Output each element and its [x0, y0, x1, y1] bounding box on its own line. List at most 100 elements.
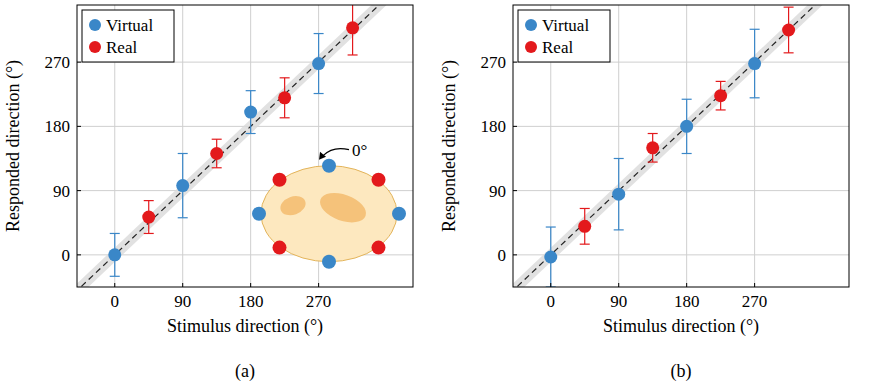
tick [77, 254, 81, 255]
grid-line [754, 5, 755, 287]
grid-line [686, 5, 687, 287]
panel: 0°090180270090180270Stimulus direction (… [1, 0, 488, 382]
inset-source [322, 159, 336, 173]
legend-box [518, 10, 610, 62]
error-cap [750, 97, 760, 98]
inset-source [273, 241, 287, 255]
point [646, 141, 659, 154]
frame [77, 5, 413, 287]
tick [318, 283, 319, 287]
error-cap [212, 139, 222, 140]
tick-label: 90 [489, 182, 506, 201]
inset-source [392, 207, 406, 221]
error-cap [750, 29, 760, 30]
error-cap [280, 117, 290, 118]
error-cap [716, 81, 726, 82]
y-axis-label: Responded direction (°) [439, 60, 460, 232]
panel-label: (a) [235, 361, 255, 382]
error-cap [246, 90, 256, 91]
tick [513, 126, 517, 127]
point [680, 120, 693, 133]
grid-line [513, 254, 849, 255]
tick [77, 62, 81, 63]
panel-label: (b) [671, 361, 692, 382]
legend-label: Virtual [542, 16, 589, 35]
reference-band [513, 5, 849, 287]
error-cap [682, 153, 692, 154]
inset-source [371, 173, 385, 187]
tick [513, 254, 517, 255]
tick-label: 180 [238, 292, 264, 311]
tick-label: 180 [45, 117, 71, 136]
error-cap [348, 54, 358, 55]
error-cap [144, 233, 154, 234]
error-cap [178, 217, 188, 218]
error-cap [648, 133, 658, 134]
inset: 0° [252, 141, 406, 269]
plot-area [77, 5, 413, 287]
point [210, 147, 223, 160]
legend: Virtual Real [82, 10, 174, 62]
error-cap [580, 208, 590, 209]
point [176, 179, 189, 192]
tick-label: 180 [481, 117, 507, 136]
error-cap [110, 233, 120, 234]
error-cap [682, 99, 692, 100]
tick-label: 0 [111, 292, 120, 311]
point [544, 251, 557, 264]
tick-label: 90 [174, 292, 191, 311]
legend-label: Virtual [106, 16, 153, 35]
error-cap [178, 153, 188, 154]
point [108, 248, 121, 261]
error-cap [280, 77, 290, 78]
reference-band [77, 5, 413, 287]
inset-label: 0° [352, 141, 367, 160]
error-cap [614, 158, 624, 159]
error-cap [246, 133, 256, 134]
point [714, 89, 727, 102]
legend-marker [89, 41, 101, 53]
error-cap [716, 109, 726, 110]
tick-label: 0 [547, 292, 556, 311]
tick-label: 270 [481, 53, 507, 72]
legend-box [82, 10, 174, 62]
point [142, 211, 155, 224]
head-feature [316, 187, 370, 228]
tick [686, 283, 687, 287]
tick [754, 283, 755, 287]
frame [513, 5, 849, 287]
point [278, 91, 291, 104]
error-cap [314, 33, 324, 34]
inset-source [371, 241, 385, 255]
error-cap [314, 93, 324, 94]
figure: 0° 0 90 180 270 0 90 180 270 Stimulus direction (… [0, 0, 873, 392]
grid-line [618, 5, 619, 287]
tick [550, 283, 551, 287]
point [612, 188, 625, 201]
point [578, 220, 591, 233]
tick [513, 62, 517, 63]
tick-label: 270 [306, 292, 332, 311]
legend-label: Real [106, 38, 137, 57]
grid-line [182, 5, 183, 287]
tick-label: 270 [45, 53, 71, 72]
head [261, 166, 397, 262]
tick [77, 126, 81, 127]
head-feature [278, 193, 309, 219]
point [782, 23, 795, 36]
point [312, 57, 325, 70]
tick [250, 283, 251, 287]
grid-line [513, 190, 849, 191]
inset-source [273, 173, 287, 187]
tick-label: 0 [498, 246, 507, 265]
inset-arrow-head [319, 152, 326, 160]
x-axis-label: Stimulus direction (°) [603, 316, 759, 337]
tick [77, 190, 81, 191]
error-cap [614, 229, 624, 230]
identity-line [77, 5, 413, 287]
inset-source [252, 207, 266, 221]
point [346, 21, 359, 34]
error-cap [648, 161, 658, 162]
point [748, 57, 761, 70]
identity-line [513, 5, 849, 287]
